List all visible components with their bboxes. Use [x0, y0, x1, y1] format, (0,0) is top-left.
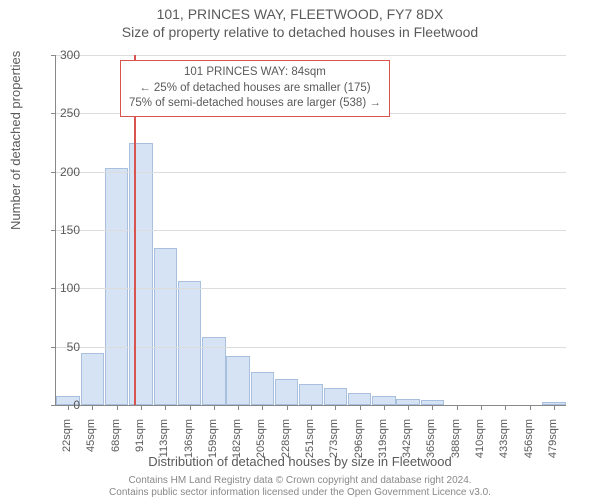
histogram-bar — [299, 384, 323, 405]
ytick-label: 250 — [50, 106, 80, 120]
xtick-label: 228sqm — [280, 419, 292, 469]
xtick-mark — [530, 405, 531, 410]
xtick-mark — [165, 405, 166, 410]
ytick-label: 300 — [50, 48, 80, 62]
gridline — [56, 288, 566, 289]
xtick-mark — [360, 405, 361, 410]
xtick-label: 342sqm — [401, 419, 413, 469]
xtick-label: 159sqm — [207, 419, 219, 469]
ytick-label: 150 — [50, 223, 80, 237]
xtick-label: 22sqm — [61, 419, 73, 469]
histogram-bar — [226, 356, 250, 405]
xtick-mark — [457, 405, 458, 410]
xtick-mark — [432, 405, 433, 410]
histogram-bar — [348, 393, 372, 405]
xtick-label: 113sqm — [158, 419, 170, 469]
gridline — [56, 55, 566, 56]
xtick-label: 182sqm — [231, 419, 243, 469]
xtick-mark — [554, 405, 555, 410]
xtick-label: 410sqm — [474, 419, 486, 469]
xtick-mark — [190, 405, 191, 410]
xtick-label: 45sqm — [85, 419, 97, 469]
chart-title-line2: Size of property relative to detached ho… — [0, 24, 600, 40]
callout-line: ← 25% of detached houses are smaller (17… — [129, 81, 381, 97]
xtick-label: 91sqm — [134, 419, 146, 469]
plot-area: 101 PRINCES WAY: 84sqm← 25% of detached … — [55, 55, 566, 406]
callout-line: 75% of semi-detached houses are larger (… — [129, 96, 381, 112]
xtick-label: 273sqm — [328, 419, 340, 469]
ytick-label: 200 — [50, 165, 80, 179]
footer-line2: Contains public sector information licen… — [0, 487, 600, 499]
footer-line1: Contains HM Land Registry data © Crown c… — [0, 475, 600, 487]
xtick-mark — [335, 405, 336, 410]
histogram-bar — [251, 372, 275, 405]
xtick-mark — [214, 405, 215, 410]
histogram-bar — [129, 143, 153, 406]
xtick-mark — [117, 405, 118, 410]
xtick-mark — [505, 405, 506, 410]
histogram-bar — [275, 379, 299, 405]
callout-line: 101 PRINCES WAY: 84sqm — [129, 65, 381, 81]
gridline — [56, 347, 566, 348]
y-axis-label: Number of detached properties — [8, 51, 23, 230]
xtick-mark — [141, 405, 142, 410]
xtick-mark — [481, 405, 482, 410]
xtick-label: 68sqm — [110, 419, 122, 469]
histogram-bar — [81, 353, 105, 406]
gridline — [56, 172, 566, 173]
histogram-bar — [372, 396, 396, 405]
xtick-mark — [238, 405, 239, 410]
histogram-bar — [105, 168, 129, 405]
xtick-mark — [384, 405, 385, 410]
footer-attribution: Contains HM Land Registry data © Crown c… — [0, 475, 600, 498]
histogram-bar — [154, 248, 178, 406]
xtick-label: 365sqm — [425, 419, 437, 469]
ytick-label: 0 — [50, 398, 80, 412]
chart-title-line1: 101, PRINCES WAY, FLEETWOOD, FY7 8DX — [0, 6, 600, 22]
xtick-label: 136sqm — [183, 419, 195, 469]
gridline — [56, 230, 566, 231]
ytick-label: 50 — [50, 340, 80, 354]
xtick-mark — [262, 405, 263, 410]
xtick-label: 205sqm — [255, 419, 267, 469]
xtick-mark — [287, 405, 288, 410]
xtick-mark — [311, 405, 312, 410]
xtick-label: 433sqm — [498, 419, 510, 469]
xtick-mark — [92, 405, 93, 410]
xtick-label: 251sqm — [304, 419, 316, 469]
xtick-mark — [408, 405, 409, 410]
xtick-label: 456sqm — [523, 419, 535, 469]
histogram-bar — [178, 281, 202, 405]
ytick-label: 100 — [50, 281, 80, 295]
callout-box: 101 PRINCES WAY: 84sqm← 25% of detached … — [120, 60, 390, 117]
xtick-label: 388sqm — [450, 419, 462, 469]
xtick-label: 296sqm — [353, 419, 365, 469]
histogram-bar — [324, 388, 348, 406]
xtick-label: 479sqm — [547, 419, 559, 469]
xtick-label: 319sqm — [377, 419, 389, 469]
